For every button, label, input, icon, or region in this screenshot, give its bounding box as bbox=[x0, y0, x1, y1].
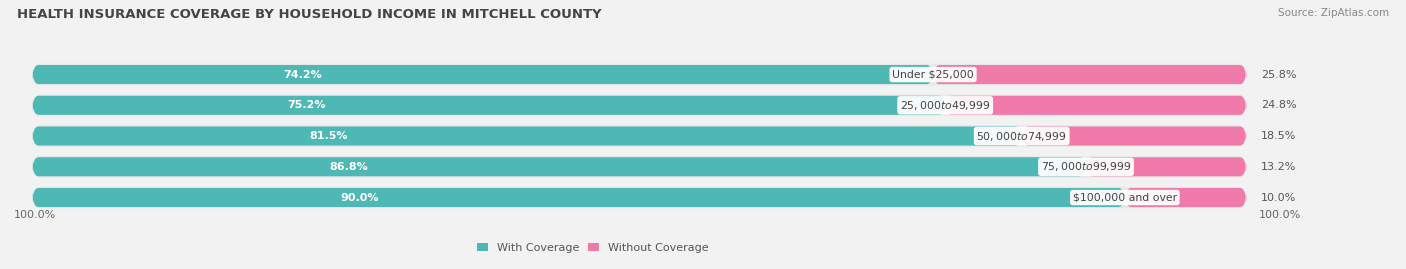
Text: Source: ZipAtlas.com: Source: ZipAtlas.com bbox=[1278, 8, 1389, 18]
Text: $100,000 and over: $100,000 and over bbox=[1073, 193, 1177, 203]
FancyBboxPatch shape bbox=[32, 156, 1246, 178]
Text: 10.0%: 10.0% bbox=[1261, 193, 1296, 203]
FancyBboxPatch shape bbox=[32, 125, 1246, 147]
Text: Under $25,000: Under $25,000 bbox=[893, 70, 974, 80]
Text: $75,000 to $99,999: $75,000 to $99,999 bbox=[1040, 160, 1132, 173]
Text: 74.2%: 74.2% bbox=[283, 70, 322, 80]
Text: $25,000 to $49,999: $25,000 to $49,999 bbox=[900, 99, 990, 112]
FancyBboxPatch shape bbox=[32, 187, 1246, 208]
Text: 90.0%: 90.0% bbox=[340, 193, 380, 203]
FancyBboxPatch shape bbox=[32, 126, 1022, 146]
Text: 86.8%: 86.8% bbox=[329, 162, 368, 172]
Text: HEALTH INSURANCE COVERAGE BY HOUSEHOLD INCOME IN MITCHELL COUNTY: HEALTH INSURANCE COVERAGE BY HOUSEHOLD I… bbox=[17, 8, 602, 21]
Text: 18.5%: 18.5% bbox=[1261, 131, 1296, 141]
FancyBboxPatch shape bbox=[32, 94, 1246, 116]
FancyBboxPatch shape bbox=[1022, 126, 1246, 146]
Legend: With Coverage, Without Coverage: With Coverage, Without Coverage bbox=[478, 243, 709, 253]
Text: 81.5%: 81.5% bbox=[309, 131, 349, 141]
FancyBboxPatch shape bbox=[945, 96, 1246, 115]
Text: $50,000 to $74,999: $50,000 to $74,999 bbox=[977, 130, 1067, 143]
FancyBboxPatch shape bbox=[934, 65, 1246, 84]
Text: 13.2%: 13.2% bbox=[1261, 162, 1296, 172]
FancyBboxPatch shape bbox=[32, 65, 934, 84]
Text: 75.2%: 75.2% bbox=[287, 100, 325, 110]
FancyBboxPatch shape bbox=[32, 96, 945, 115]
FancyBboxPatch shape bbox=[1125, 188, 1246, 207]
FancyBboxPatch shape bbox=[32, 188, 1125, 207]
Text: 100.0%: 100.0% bbox=[1258, 210, 1301, 220]
Text: 24.8%: 24.8% bbox=[1261, 100, 1296, 110]
Text: 25.8%: 25.8% bbox=[1261, 70, 1296, 80]
FancyBboxPatch shape bbox=[1085, 157, 1246, 176]
Text: 100.0%: 100.0% bbox=[14, 210, 56, 220]
FancyBboxPatch shape bbox=[32, 64, 1246, 85]
FancyBboxPatch shape bbox=[32, 157, 1085, 176]
